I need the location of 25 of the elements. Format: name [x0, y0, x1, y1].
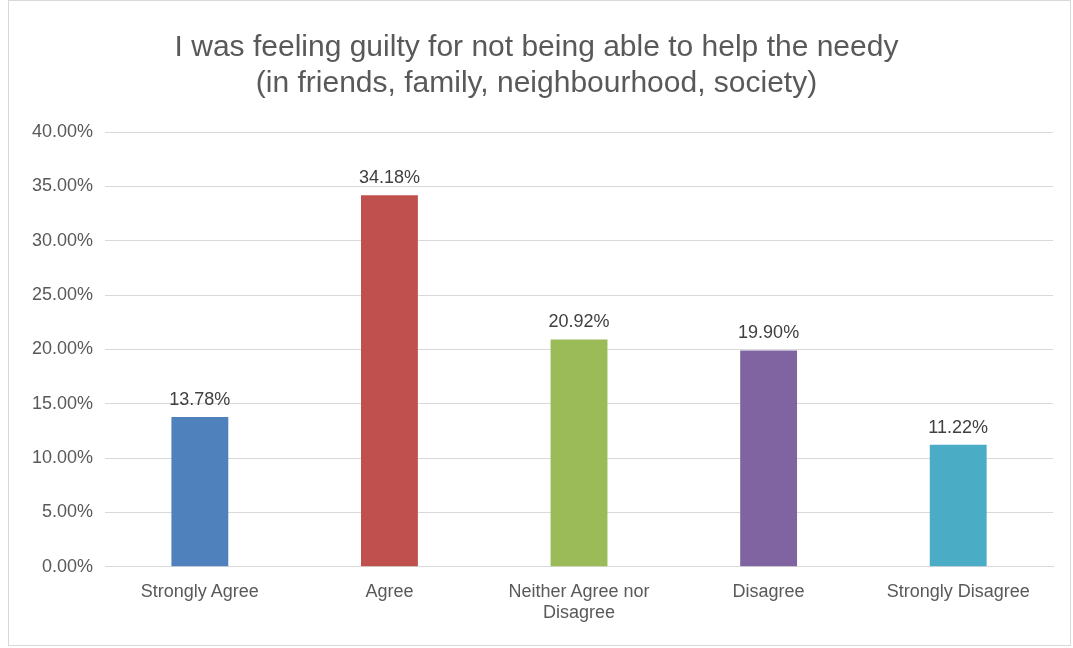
y-tick-label: 15.00% — [31, 392, 94, 413]
x-tick-label: Disagree — [732, 580, 805, 601]
y-tick-label: 40.00% — [31, 120, 94, 141]
bar — [361, 195, 418, 567]
x-tick-label: Strongly Agree — [140, 580, 259, 601]
x-tick-label: Strongly Disagree — [886, 580, 1030, 601]
y-tick-label: 35.00% — [31, 175, 94, 196]
data-label: 19.90% — [738, 322, 800, 343]
chart-title: I was feeling guilty for not being able to help the needy (in friends, family, neighbourhood, society) — [174, 29, 899, 99]
bar — [171, 417, 229, 567]
y-tick-label: 0.00% — [42, 555, 94, 576]
y-tick-label: 30.00% — [31, 229, 94, 250]
bar — [550, 339, 608, 567]
data-label: 11.22% — [928, 416, 989, 437]
data-label: 13.78% — [169, 388, 231, 409]
x-tick-label: Agree — [365, 580, 414, 601]
y-tick-label: 20.00% — [31, 338, 94, 359]
data-label: 20.92% — [548, 311, 610, 332]
bar — [929, 444, 987, 567]
y-tick-label: 25.00% — [31, 284, 94, 305]
bar — [740, 350, 798, 567]
y-tick-label: 5.00% — [42, 501, 94, 522]
y-tick-label: 10.00% — [31, 447, 94, 468]
data-label: 34.18% — [358, 167, 420, 188]
x-tick-label: Neither Agree nor Disagree — [508, 580, 650, 623]
